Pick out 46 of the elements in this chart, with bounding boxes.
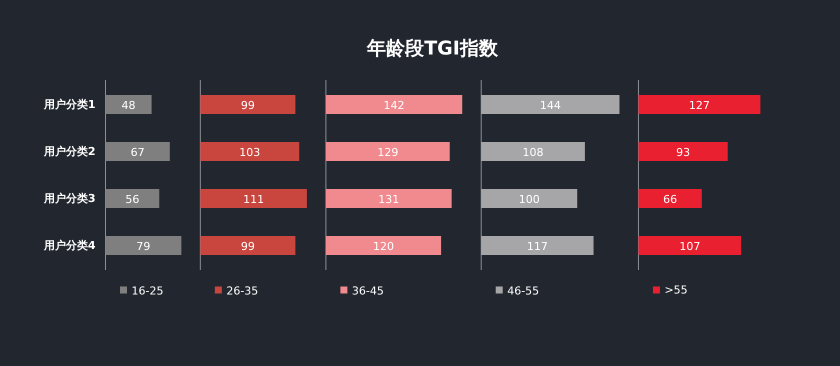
data-label: 111: [243, 193, 264, 206]
data-label: 93: [676, 146, 690, 159]
data-label: 129: [377, 146, 398, 159]
legend-label: >55: [664, 284, 688, 296]
bar: [326, 142, 450, 161]
data-label: 99: [240, 99, 255, 112]
data-label: 48: [122, 99, 136, 112]
data-label: 144: [540, 99, 561, 112]
data-label: 127: [688, 99, 710, 112]
y-tick-label: 用户分类3: [42, 192, 96, 205]
bar: [481, 142, 585, 161]
chart-title: 年龄段TGI指数: [366, 38, 499, 60]
y-tick-label: 用户分类4: [42, 239, 96, 252]
bar: [638, 236, 742, 255]
data-label: 120: [373, 240, 394, 253]
data-label: 103: [239, 146, 260, 159]
legend-label: 16-25: [132, 284, 164, 298]
y-tick-label: 用户分类2: [42, 145, 96, 158]
legend-label: 26-35: [226, 284, 258, 298]
legend-label: 36-45: [352, 284, 384, 298]
bar: [106, 95, 152, 114]
bar: [106, 236, 182, 255]
data-label: 142: [384, 99, 405, 112]
bar: [481, 236, 594, 255]
data-label: 100: [518, 193, 540, 206]
bar: [481, 189, 578, 208]
bar: [326, 95, 462, 114]
data-label: 67: [130, 146, 145, 159]
bar: [638, 95, 760, 114]
data-label: 107: [679, 240, 700, 253]
data-label: 99: [240, 240, 255, 253]
bar: [106, 142, 170, 161]
data-label: 66: [663, 193, 678, 206]
bar: [326, 236, 442, 255]
data-label: 108: [522, 146, 544, 159]
y-tick-label: 用户分类1: [42, 98, 96, 111]
data-label: 131: [378, 193, 400, 206]
bar: [326, 189, 452, 208]
bar: [638, 189, 702, 208]
legend-label: 46-55: [507, 284, 540, 298]
bar: [481, 95, 620, 114]
data-label: 79: [136, 240, 150, 253]
bar: [638, 142, 728, 161]
data-label: 56: [125, 193, 140, 206]
bar: [106, 189, 160, 208]
data-label: 117: [526, 240, 548, 253]
